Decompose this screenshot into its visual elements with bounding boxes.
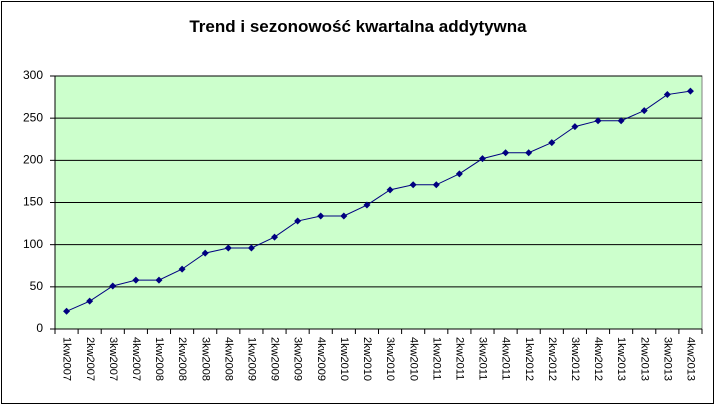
data-point — [548, 139, 556, 147]
x-tick-label: 4kw2012 — [592, 337, 604, 381]
x-tick-label: 4kw2013 — [685, 337, 697, 381]
data-point — [109, 282, 117, 290]
x-tick-label: 4kw2007 — [130, 337, 142, 381]
x-tick-label: 3kw2007 — [107, 337, 119, 381]
data-point — [432, 181, 440, 189]
x-tick-label: 2kw2013 — [638, 337, 650, 381]
x-tick-label: 3kw2010 — [384, 337, 396, 381]
data-point — [224, 244, 232, 252]
x-tick-label: 2kw2012 — [546, 337, 558, 381]
x-tick-label: 2kw2007 — [84, 337, 96, 381]
x-tick-label: 4kw2008 — [222, 337, 234, 381]
x-tick-label: 4kw2010 — [407, 337, 419, 381]
data-point — [317, 212, 325, 220]
data-line — [66, 90, 691, 312]
data-point — [640, 107, 648, 115]
x-tick-label: 1kw2012 — [523, 337, 535, 381]
y-tick-label: 250 — [23, 110, 43, 124]
y-tick-label: 200 — [23, 153, 43, 167]
data-point — [502, 149, 510, 157]
x-tick-label: 2kw2009 — [269, 337, 281, 381]
data-point — [478, 155, 486, 163]
x-tick-label: 1kw2013 — [615, 337, 627, 381]
x-tick-label: 1kw2010 — [338, 337, 350, 381]
data-point — [132, 276, 140, 284]
data-point — [363, 201, 371, 209]
data-point — [386, 186, 394, 194]
y-tick-label: 100 — [23, 237, 43, 251]
data-point — [525, 149, 533, 157]
chart-title: Trend i sezonowość kwartalna addytywna — [189, 17, 527, 36]
data-point — [409, 181, 417, 189]
data-point — [178, 265, 186, 273]
data-point — [663, 91, 671, 99]
data-point — [571, 123, 579, 131]
x-tick-label: 4kw2009 — [315, 337, 327, 381]
data-point — [201, 249, 209, 257]
x-tick-label: 2kw2008 — [176, 337, 188, 381]
data-point — [294, 217, 302, 225]
data-point — [455, 170, 463, 178]
x-tick-label: 3kw2013 — [661, 337, 673, 381]
y-tick-label: 0 — [36, 321, 43, 335]
x-tick-label: 1kw2008 — [153, 337, 165, 381]
data-point — [686, 87, 694, 95]
data-point — [340, 212, 348, 220]
data-point — [63, 307, 71, 315]
data-point — [86, 297, 94, 305]
data-point — [155, 276, 163, 284]
x-tick-label: 1kw2011 — [430, 337, 442, 380]
x-tick-label: 1kw2009 — [246, 337, 258, 381]
x-tick-label: 2kw2010 — [361, 337, 373, 381]
data-point — [594, 117, 602, 125]
x-tick-label: 3kw2008 — [199, 337, 211, 381]
x-tick-label: 3kw2012 — [569, 337, 581, 381]
y-tick-label: 300 — [23, 68, 43, 82]
x-tick-label: 4kw2011 — [500, 337, 512, 380]
data-point — [271, 233, 279, 241]
y-tick-label: 150 — [23, 195, 43, 209]
x-tick-label: 3kw2009 — [292, 337, 304, 381]
data-point — [247, 244, 255, 252]
y-tick-label: 50 — [30, 279, 44, 293]
x-tick-label: 1kw2007 — [61, 337, 73, 381]
x-tick-label: 2kw2011 — [453, 337, 465, 380]
data-point — [617, 117, 625, 125]
x-tick-label: 3kw2011 — [477, 337, 489, 380]
